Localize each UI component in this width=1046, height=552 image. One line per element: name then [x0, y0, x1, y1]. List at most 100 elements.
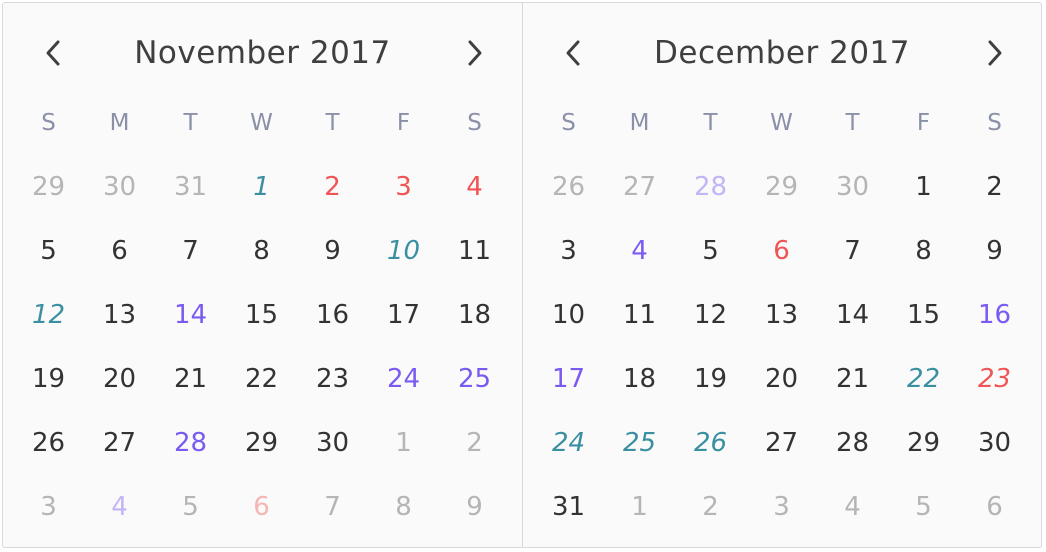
previous-month-button[interactable] [555, 35, 591, 71]
previous-month-button[interactable] [35, 35, 71, 71]
calendar-day[interactable]: 13 [102, 300, 137, 330]
calendar-day-outside[interactable]: 27 [622, 172, 657, 202]
calendar-day-outside[interactable]: 29 [31, 172, 66, 202]
calendar-day[interactable]: 4 [466, 172, 483, 202]
weekday-label: S [41, 110, 56, 136]
calendar-day[interactable]: 19 [31, 364, 66, 394]
calendar-day[interactable]: 25 [457, 364, 492, 394]
calendar-day-outside[interactable]: 26 [551, 172, 586, 202]
calendar-day[interactable]: 3 [560, 236, 577, 266]
weekday-label: T [325, 110, 340, 136]
calendar-header: November 2017 [3, 21, 522, 85]
calendar-day[interactable]: 21 [173, 364, 208, 394]
calendar-day[interactable]: 2 [324, 172, 341, 202]
next-month-button[interactable] [977, 35, 1013, 71]
calendar-day[interactable]: 27 [102, 428, 137, 458]
calendar-day[interactable]: 17 [551, 364, 586, 394]
calendar-day[interactable]: 12 [693, 300, 728, 330]
calendar-day[interactable]: 1 [915, 172, 932, 202]
calendar-day-outside[interactable]: 8 [395, 492, 412, 522]
chevron-left-icon [566, 40, 580, 66]
calendar-day[interactable]: 13 [764, 300, 799, 330]
calendar-day[interactable]: 5 [40, 236, 57, 266]
calendar-day[interactable]: 21 [835, 364, 870, 394]
calendar-day[interactable]: 16 [315, 300, 350, 330]
calendar-day[interactable]: 25 [622, 428, 657, 458]
calendar-day[interactable]: 14 [173, 300, 208, 330]
calendar-day[interactable]: 11 [622, 300, 657, 330]
next-month-button[interactable] [457, 35, 493, 71]
calendar-day[interactable]: 5 [702, 236, 719, 266]
calendar-month-november: November 2017 S M T W T F S 29 30 31 1 2 3 4 5 6 7 8 9 10 11… [3, 3, 522, 547]
calendar-day[interactable]: 28 [835, 428, 870, 458]
calendar-day[interactable]: 26 [31, 428, 66, 458]
calendar-day[interactable]: 19 [693, 364, 728, 394]
calendar-day-outside[interactable]: 3 [40, 492, 57, 522]
calendar-day[interactable]: 15 [244, 300, 279, 330]
calendar-day-outside[interactable]: 6 [253, 492, 270, 522]
calendar-day-outside[interactable]: 5 [915, 492, 932, 522]
calendar-day[interactable]: 8 [915, 236, 932, 266]
calendar-day[interactable]: 20 [102, 364, 137, 394]
calendar-day[interactable]: 22 [244, 364, 279, 394]
calendar-day-outside[interactable]: 29 [764, 172, 799, 202]
weekday-label: T [845, 110, 860, 136]
calendar-day[interactable]: 11 [457, 236, 492, 266]
calendar-day[interactable]: 30 [977, 428, 1012, 458]
calendar-day-outside[interactable]: 6 [986, 492, 1003, 522]
calendar-day[interactable]: 18 [457, 300, 492, 330]
calendar-day-outside[interactable]: 30 [835, 172, 870, 202]
calendar-day-outside[interactable]: 5 [182, 492, 199, 522]
calendar-day[interactable]: 1 [253, 172, 270, 202]
calendar-day-outside[interactable]: 2 [466, 428, 483, 458]
calendar-day[interactable]: 10 [551, 300, 586, 330]
calendar-day[interactable]: 8 [253, 236, 270, 266]
calendar-day[interactable]: 6 [111, 236, 128, 266]
calendar-day-outside[interactable]: 28 [693, 172, 728, 202]
calendar-day[interactable]: 18 [622, 364, 657, 394]
weekday-label: S [987, 110, 1002, 136]
calendar-day[interactable]: 26 [693, 428, 728, 458]
calendar-day[interactable]: 31 [551, 492, 586, 522]
weekday-label: T [703, 110, 718, 136]
calendar-day[interactable]: 29 [244, 428, 279, 458]
calendar-day-outside[interactable]: 30 [102, 172, 137, 202]
calendar-day[interactable]: 24 [551, 428, 586, 458]
calendar-day[interactable]: 15 [906, 300, 941, 330]
calendar-day[interactable]: 4 [631, 236, 648, 266]
calendar-day[interactable]: 16 [977, 300, 1012, 330]
calendar-day[interactable]: 2 [986, 172, 1003, 202]
day-grid: S M T W T F S 29 30 31 1 2 3 4 5 6 7 8 9 10 11 12 13 14 15 16 17 18… [13, 91, 510, 539]
calendar-day[interactable]: 29 [906, 428, 941, 458]
calendar-day[interactable]: 6 [773, 236, 790, 266]
calendar-day[interactable]: 28 [173, 428, 208, 458]
calendar-day[interactable]: 24 [386, 364, 421, 394]
calendar-day[interactable]: 17 [386, 300, 421, 330]
calendar-day[interactable]: 20 [764, 364, 799, 394]
calendar-day-outside[interactable]: 4 [844, 492, 861, 522]
month-title: December 2017 [654, 35, 910, 71]
calendar-day[interactable]: 14 [835, 300, 870, 330]
weekday-label: S [561, 110, 576, 136]
calendar-day[interactable]: 27 [764, 428, 799, 458]
calendar-day-outside[interactable]: 1 [395, 428, 412, 458]
calendar-day[interactable]: 9 [324, 236, 341, 266]
calendar-day[interactable]: 23 [315, 364, 350, 394]
calendar-day-outside[interactable]: 2 [702, 492, 719, 522]
calendar-day-outside[interactable]: 7 [324, 492, 341, 522]
calendar-day-outside[interactable]: 4 [111, 492, 128, 522]
calendar-day[interactable]: 30 [315, 428, 350, 458]
calendar-day[interactable]: 9 [986, 236, 1003, 266]
calendar-day[interactable]: 3 [395, 172, 412, 202]
calendar-day[interactable]: 12 [31, 300, 66, 330]
calendar-day-outside[interactable]: 9 [466, 492, 483, 522]
calendar-day[interactable]: 7 [844, 236, 861, 266]
chevron-left-icon [46, 40, 60, 66]
calendar-day[interactable]: 7 [182, 236, 199, 266]
calendar-day-outside[interactable]: 3 [773, 492, 790, 522]
calendar-day[interactable]: 22 [906, 364, 941, 394]
calendar-day-outside[interactable]: 1 [631, 492, 648, 522]
calendar-day-outside[interactable]: 31 [173, 172, 208, 202]
calendar-day[interactable]: 10 [386, 236, 421, 266]
calendar-day[interactable]: 23 [977, 364, 1012, 394]
